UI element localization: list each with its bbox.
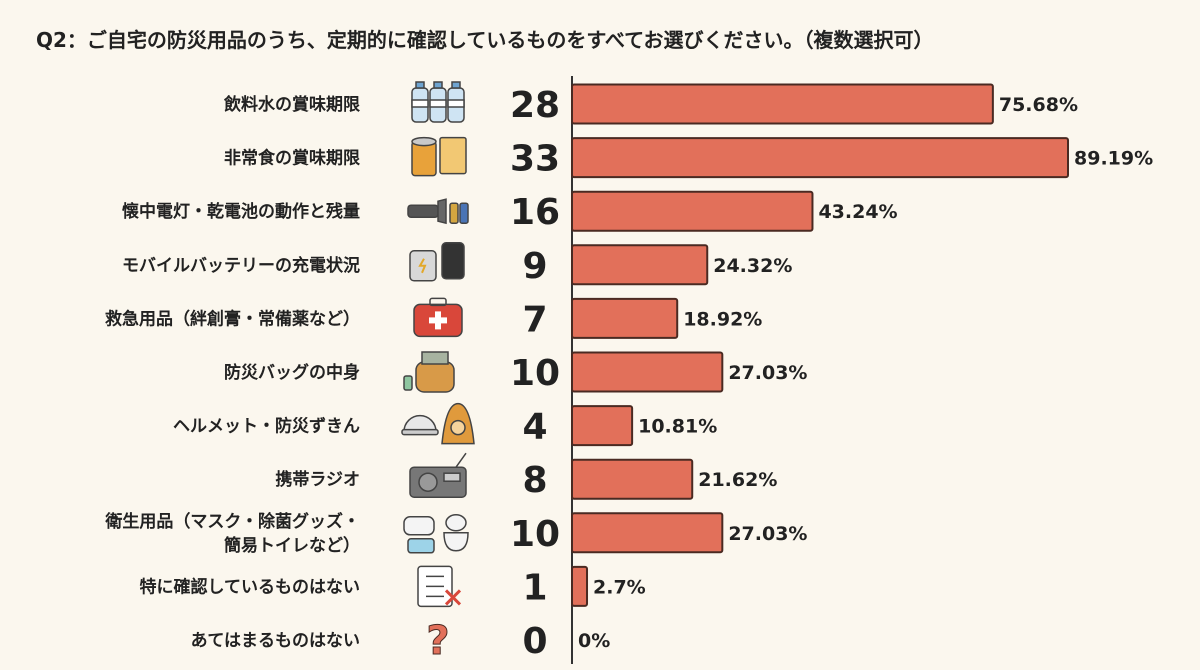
value-label: 21.62% xyxy=(698,469,777,491)
value-label: 27.03% xyxy=(728,362,807,384)
count-label: 10 xyxy=(510,353,560,394)
category-label: 携帯ラジオ xyxy=(275,469,360,490)
value-label: 24.32% xyxy=(713,255,792,277)
category-label: 飲料水の賞味期限 xyxy=(223,94,360,115)
count-label: 8 xyxy=(522,460,547,501)
value-label: 2.7% xyxy=(593,576,646,598)
category-label: 衛生用品（マスク・除菌グッズ・簡易トイレなど） xyxy=(104,511,360,556)
svg-text:?: ? xyxy=(426,618,449,664)
value-label: 75.68% xyxy=(999,94,1078,116)
value-label: 10.81% xyxy=(638,416,717,438)
category-label: 非常食の賞味期限 xyxy=(224,148,360,169)
category-label-line: 衛生用品（マスク・除菌グッズ・ xyxy=(104,511,360,532)
bar xyxy=(571,565,589,607)
category-label-line: 簡易トイレなど） xyxy=(223,535,360,556)
category-label: モバイルバッテリーの充電状況 xyxy=(122,255,360,276)
category-label: あてはまるものはない xyxy=(191,631,360,651)
category-label: ヘルメット・防災ずきん xyxy=(173,416,360,437)
bar xyxy=(571,83,994,125)
count-label: 10 xyxy=(510,514,560,555)
count-label: 0 xyxy=(522,621,547,662)
count-label: 33 xyxy=(510,139,560,180)
helmet-hood-icon xyxy=(401,402,475,445)
bar xyxy=(571,297,679,339)
chart-title: Q2：ご自宅の防災用品のうち、定期的に確認しているものをすべてお選びください。（… xyxy=(36,28,934,52)
value-label: 43.24% xyxy=(818,201,897,223)
bar xyxy=(571,512,724,554)
value-label: 0% xyxy=(578,630,610,652)
bar xyxy=(571,244,709,286)
value-label: 18.92% xyxy=(683,308,762,330)
mask-toilet-icon xyxy=(403,514,469,554)
bar xyxy=(571,137,1069,179)
category-label: 防災バッグの中身 xyxy=(224,362,360,383)
count-label: 1 xyxy=(522,567,547,608)
water-bottles-icon xyxy=(411,81,465,123)
bar xyxy=(571,405,634,447)
value-label: 27.03% xyxy=(728,523,807,545)
bar xyxy=(571,190,814,232)
count-label: 4 xyxy=(522,407,547,448)
canned-food-icon xyxy=(411,136,467,177)
count-label: 16 xyxy=(510,192,560,233)
value-label: 89.19% xyxy=(1074,148,1153,170)
count-label: 7 xyxy=(522,299,547,340)
category-label: 特に確認しているものはない xyxy=(140,576,361,597)
mobile-battery-icon xyxy=(409,242,465,282)
first-aid-kit-icon xyxy=(413,297,463,338)
checklist-x-icon xyxy=(417,565,462,608)
bar xyxy=(571,351,724,393)
count-label: 28 xyxy=(510,85,560,126)
count-label: 9 xyxy=(522,246,547,287)
flashlight-battery-icon xyxy=(407,198,469,225)
bar xyxy=(571,458,694,500)
radio-icon xyxy=(409,452,467,498)
question-mark-icon: ? xyxy=(426,618,450,665)
category-label: 懐中電灯・乾電池の動作と残量 xyxy=(122,201,360,222)
category-label: 救急用品（絆創膏・常備薬など） xyxy=(105,308,360,329)
emergency-backpack-icon xyxy=(403,351,455,393)
